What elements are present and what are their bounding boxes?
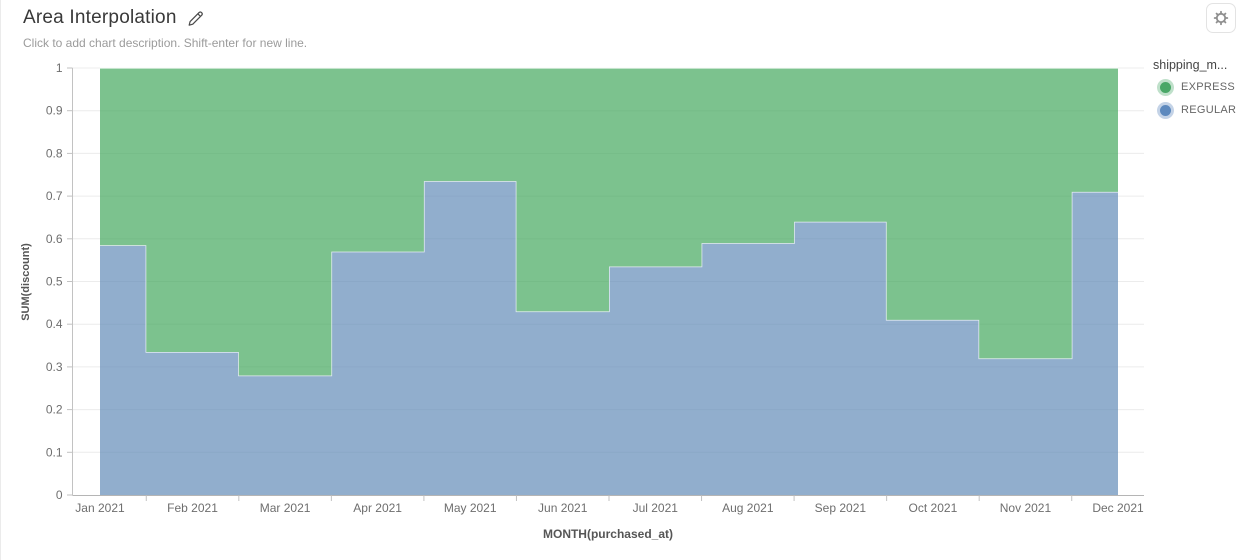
legend-label: EXPRESS: [1181, 81, 1236, 93]
x-tick-label: Jan 2021: [75, 501, 125, 515]
y-tick-label: 0.5: [46, 275, 63, 289]
legend-swatch-regular: [1160, 104, 1171, 116]
chart-settings-button[interactable]: [1206, 3, 1236, 33]
y-tick-label: 0.6: [46, 232, 63, 246]
legend-item-regular[interactable]: REGULAR: [1153, 104, 1243, 116]
gear-icon: [1213, 10, 1229, 26]
edit-title-pencil-icon[interactable]: [187, 10, 204, 27]
legend-item-express[interactable]: EXPRESS: [1153, 81, 1243, 93]
x-tick-label: Dec 2021: [1092, 501, 1144, 515]
y-axis-title: SUM(discount): [20, 243, 32, 321]
x-tick-label: Aug 2021: [722, 501, 774, 515]
y-tick-label: 0.1: [46, 445, 63, 459]
x-tick-label: Oct 2021: [909, 501, 958, 515]
area-series-layer: [100, 67, 1118, 495]
x-tick-label: Jul 2021: [633, 501, 679, 515]
y-tick-label: 0: [56, 488, 63, 502]
area-series-express[interactable]: [100, 68, 1118, 376]
x-tick-label: Apr 2021: [353, 501, 402, 515]
y-tick-label: 1: [56, 61, 63, 75]
chart-header: Area Interpolation Click to add chart de…: [1, 0, 1244, 54]
y-tick-label: 0.9: [46, 104, 63, 118]
legend-swatch-express: [1160, 81, 1171, 93]
chart-title: Area Interpolation: [23, 7, 177, 28]
legend: shipping_m... EXPRESS REGULAR: [1153, 58, 1243, 127]
y-tick-label: 0.7: [46, 189, 63, 203]
x-axis-title: MONTH(purchased_at): [543, 527, 673, 541]
chart-description-placeholder[interactable]: Click to add chart description. Shift-en…: [23, 36, 308, 50]
legend-label: REGULAR: [1181, 104, 1237, 116]
x-tick-label: Mar 2021: [260, 501, 311, 515]
axes: 0 0.1 0.2 0.3 0.4 0.5 0.6 0.7 0.8 0.9 1 Jan 2021 Feb…: [46, 61, 1144, 515]
x-tick-label: Jun 2021: [538, 501, 588, 515]
x-tick-label: Sep 2021: [815, 501, 867, 515]
y-tick-label: 0.4: [46, 317, 63, 331]
y-tick-label: 0.2: [46, 403, 63, 417]
area-series-regular[interactable]: [100, 181, 1118, 495]
x-tick-label: Feb 2021: [167, 501, 218, 515]
x-tick-label: Nov 2021: [1000, 501, 1052, 515]
x-tick-label: May 2021: [444, 501, 497, 515]
y-tick-label: 0.8: [46, 146, 63, 160]
y-tick-label: 0.3: [46, 360, 63, 374]
legend-title: shipping_m...: [1153, 58, 1228, 72]
